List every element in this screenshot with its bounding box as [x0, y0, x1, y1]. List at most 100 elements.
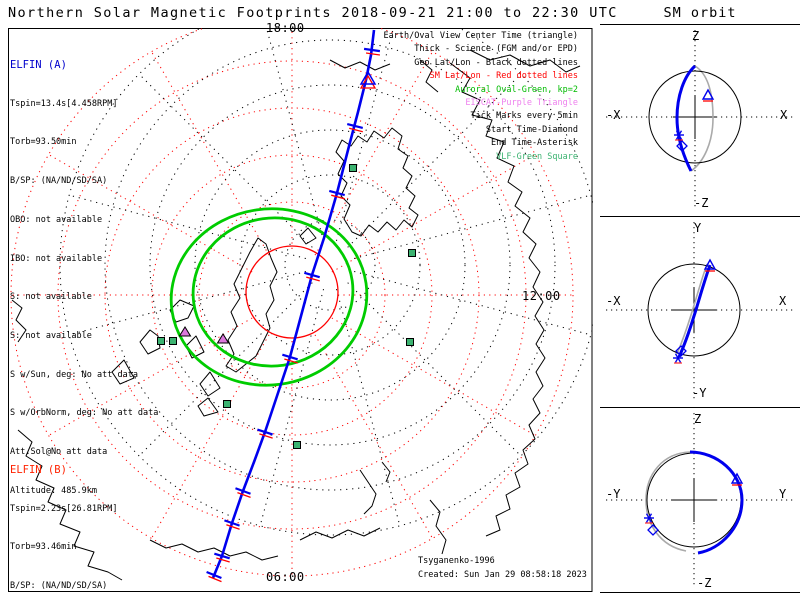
axis-label: -Y [692, 386, 707, 400]
axis-label: -X [606, 108, 621, 122]
tick-5min-blue [257, 428, 273, 436]
info-line: S: not available [10, 330, 92, 341]
vlf-station-square [406, 338, 414, 346]
tick-5min-red [259, 433, 273, 439]
end-time-asterisk [675, 130, 683, 140]
tick-5min-red [226, 524, 240, 530]
orbit-far-side [645, 451, 691, 552]
axis-label: Y [779, 487, 787, 501]
legend-line: Tick Marks every 5min [470, 111, 578, 122]
orbit-far-side [676, 263, 708, 355]
tick-5min-red [349, 127, 363, 133]
tick-5min-red [284, 358, 298, 364]
axis-label: X [779, 294, 787, 308]
info-line: Att.Sol@No att data [10, 447, 108, 458]
info-line: S: not available [10, 292, 92, 303]
legend-line: Thick - Science (FGM and/or EPD) [414, 44, 578, 55]
info-line: OBO: not available [10, 214, 103, 225]
tick-5min-blue [206, 570, 222, 580]
info-line: B/SP: (NA/ND/SD/SA) [10, 176, 108, 187]
eiscat-triangle [178, 326, 192, 337]
end-time-asterisk [645, 513, 653, 523]
legend-line: End Time-Asterisk [491, 138, 578, 149]
panel-divider [600, 407, 800, 408]
legend-line: Auroral Oval-Green, kp=2 [455, 84, 578, 95]
created-timestamp: Created: Sun Jan 29 08:58:18 2023 [418, 570, 587, 580]
axis-label: -Z [697, 576, 712, 590]
center-time-triangle-red [359, 74, 377, 89]
orbit-near-side [689, 450, 744, 555]
tick-5min-red [331, 194, 345, 200]
axis-label: -Y [606, 487, 621, 501]
vlf-station-square [169, 337, 177, 345]
axis-label: Y [694, 221, 702, 235]
vlf-station-square [223, 400, 231, 408]
info-line: Altitude: 485.9km [10, 485, 97, 496]
footprint-track [211, 29, 376, 579]
axis-label: -X [606, 294, 621, 308]
start-time-diamond [675, 345, 687, 357]
sm-solid-circle [245, 245, 339, 339]
sm-orbit-panel-xz [606, 30, 794, 210]
tick-5min-blue [304, 271, 320, 279]
legend-line: Earth/Oval View Center Time (triangle) [383, 31, 578, 41]
axis-label: Z [694, 412, 702, 426]
axis-label: Z [692, 29, 700, 43]
start-time-diamond [676, 140, 688, 152]
start-time-diamond [647, 524, 659, 536]
info-line: Torb=93.46min [10, 542, 77, 553]
vlf-station-square [349, 164, 357, 172]
sm-orbit-panel-yz [606, 413, 794, 586]
elfin-b-info: ELFIN (B) Tspin=2.23s[26.81RPM] Torb=93.… [10, 437, 158, 600]
field-model-label: Tsyganenko-1996 [418, 556, 495, 566]
mlt-label-12: 12:00 [522, 289, 561, 303]
mlt-label-06: 06:00 [266, 570, 305, 584]
tick-5min-blue [363, 47, 381, 53]
info-line: Tspin=13.4s[4.458RPM] [10, 98, 118, 109]
elfin-a-info: ELFIN (A) Tspin=13.4s[4.458RPM] Torb=93.… [10, 32, 158, 524]
tick-5min-red [208, 575, 222, 583]
orbit-near-side [677, 264, 712, 358]
orbit-near-side [675, 64, 697, 172]
panel-divider [600, 216, 800, 217]
tick-5min-blue [346, 122, 364, 130]
vlf-station-square [293, 441, 301, 449]
center-time-triangle [701, 88, 715, 100]
tick-5min-red [216, 557, 230, 563]
footprint-overlay [157, 29, 416, 583]
map-legend: Earth/Oval View Center Time (triangle) T… [300, 30, 578, 164]
panel-divider [600, 592, 800, 593]
tick-5min-red [306, 276, 320, 282]
vlf-station-square [157, 337, 165, 345]
center-time-triangle [730, 472, 744, 484]
lat-lon-grids [10, 28, 593, 577]
tick-5min-blue [235, 487, 251, 495]
elfin-b-label: ELFIN (B) [10, 463, 67, 476]
polar-footprint-map [8, 28, 593, 592]
tick-5min-red [237, 491, 251, 499]
info-line: Torb=93.50min [10, 137, 77, 148]
mlt-label-18: 18:00 [266, 21, 305, 35]
earth-circle [648, 70, 742, 164]
tick-5min-blue [328, 189, 346, 197]
info-line: IBO: not available [10, 253, 103, 264]
sm-orbit-panel-xy [606, 222, 794, 401]
tick-5min-blue [282, 353, 298, 361]
eiscat-triangle [216, 333, 230, 344]
info-line: Tspin=2.23s[26.81RPM] [10, 503, 118, 514]
tick-5min-blue [224, 519, 240, 527]
panel-divider [600, 24, 800, 25]
tick-5min-red [365, 52, 381, 56]
center-time-triangle [703, 258, 717, 270]
info-line: S w/OrbNorm, deg: No att data [10, 408, 159, 419]
legend-line: EISCAT-Purple Triangle [465, 98, 578, 109]
orbit-far-side [690, 65, 714, 172]
axis-label: X [780, 108, 788, 122]
legend-line: Start Time-Diamond [485, 124, 578, 135]
earth-circle [647, 263, 741, 357]
coastlines [11, 49, 581, 581]
axis-label: -Z [694, 196, 709, 210]
auroral-oval [191, 216, 355, 368]
legend-line: SM Lat/Lon - Red dotted lines [429, 71, 578, 82]
